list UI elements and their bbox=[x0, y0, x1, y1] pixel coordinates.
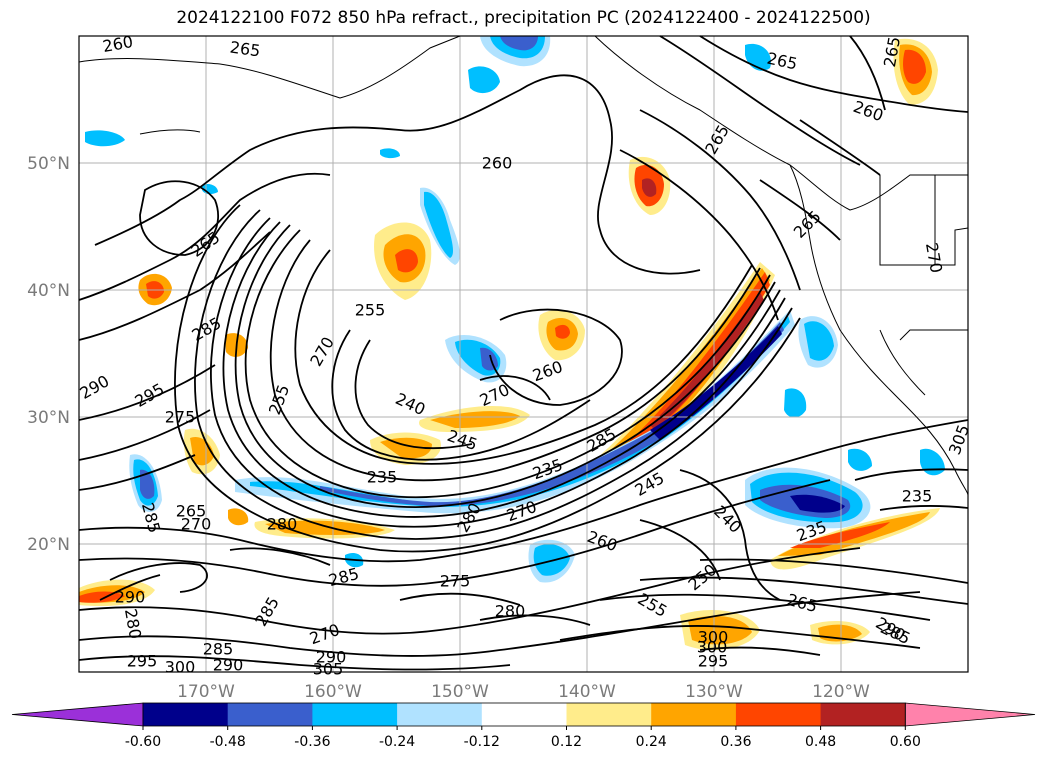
contour-label: 305 bbox=[313, 660, 344, 679]
contour-label: 295 bbox=[698, 652, 729, 671]
colorbar-tick-label: 0.48 bbox=[805, 734, 836, 750]
colorbar-swatch bbox=[566, 703, 652, 726]
contour-label: 270 bbox=[181, 515, 212, 534]
contour-label: 255 bbox=[355, 301, 386, 320]
colorbar-swatch bbox=[820, 703, 906, 726]
latitude-labels: 50°N 40°N 30°N 20°N bbox=[27, 154, 70, 555]
colorbar-swatch bbox=[481, 703, 567, 726]
lon-label-170w: 170°W bbox=[177, 682, 235, 702]
longitude-labels: 170°W 160°W 150°W 140°W 130°W 120°W bbox=[177, 682, 870, 702]
lon-label-160w: 160°W bbox=[304, 682, 362, 702]
contour-label: 300 bbox=[698, 628, 729, 647]
lat-label-40n: 40°N bbox=[27, 281, 70, 301]
contour-label: 265 bbox=[229, 37, 262, 60]
colorbar-tick-label: -0.60 bbox=[125, 734, 161, 750]
colorbar-tick-label: 0.24 bbox=[636, 734, 667, 750]
colorbar-swatch bbox=[143, 703, 229, 726]
colorbar-frame bbox=[142, 702, 906, 727]
colorbar: -0.60 -0.48 -0.36 -0.24 -0.12 0.12 0.24 0.36 0.4… bbox=[11, 702, 1036, 750]
contour-label: 235 bbox=[367, 468, 398, 487]
colorbar-swatch bbox=[397, 703, 483, 726]
colorbar-tick-label: -0.12 bbox=[464, 734, 500, 750]
colorbar-extension-min bbox=[11, 702, 144, 727]
lat-label-50n: 50°N bbox=[27, 154, 70, 174]
contour-label: 275 bbox=[165, 408, 196, 427]
contour-label: 280 bbox=[267, 515, 298, 534]
colorbar-tick-label: -0.36 bbox=[294, 734, 330, 750]
map-frame bbox=[78, 35, 969, 673]
colorbar-tick-label: 0.36 bbox=[720, 734, 751, 750]
lon-label-150w: 150°W bbox=[431, 682, 489, 702]
contour-label: 290 bbox=[213, 656, 244, 675]
refractivity-contours bbox=[78, 35, 969, 671]
contour-label: 290 bbox=[316, 648, 347, 667]
contour-label: 290 bbox=[115, 588, 146, 607]
colorbar-tick-label: 0.12 bbox=[551, 734, 582, 750]
lat-label-20n: 20°N bbox=[27, 535, 70, 555]
colorbar-tick-label: -0.48 bbox=[210, 734, 246, 750]
colorbar-extension-max bbox=[904, 702, 1036, 727]
contour-label: 265 bbox=[176, 502, 207, 521]
contour-label: 295 bbox=[127, 652, 158, 671]
graticule bbox=[79, 36, 968, 672]
lat-label-30n: 30°N bbox=[27, 408, 70, 428]
contour-label: 235 bbox=[902, 487, 933, 506]
contour-label: 275 bbox=[440, 572, 471, 591]
colorbar-swatch bbox=[227, 703, 313, 726]
colorbar-tick-label: 0.60 bbox=[890, 734, 921, 750]
colorbar-swatch bbox=[651, 703, 737, 726]
map-title: 2024122100 F072 850 hPa refract., precip… bbox=[176, 8, 871, 28]
colorbar-tick-label: -0.24 bbox=[379, 734, 415, 750]
contour-label: 300 bbox=[697, 638, 728, 657]
contour-label: 300 bbox=[165, 658, 196, 677]
contour-label: 280 bbox=[495, 602, 526, 621]
colorbar-swatch bbox=[735, 703, 822, 726]
lon-label-130w: 130°W bbox=[685, 682, 743, 702]
contour-label: 260 bbox=[482, 154, 513, 173]
lon-label-140w: 140°W bbox=[558, 682, 616, 702]
colorbar-swatch bbox=[312, 703, 398, 726]
lon-label-120w: 120°W bbox=[812, 682, 870, 702]
contour-label: 285 bbox=[203, 640, 234, 659]
